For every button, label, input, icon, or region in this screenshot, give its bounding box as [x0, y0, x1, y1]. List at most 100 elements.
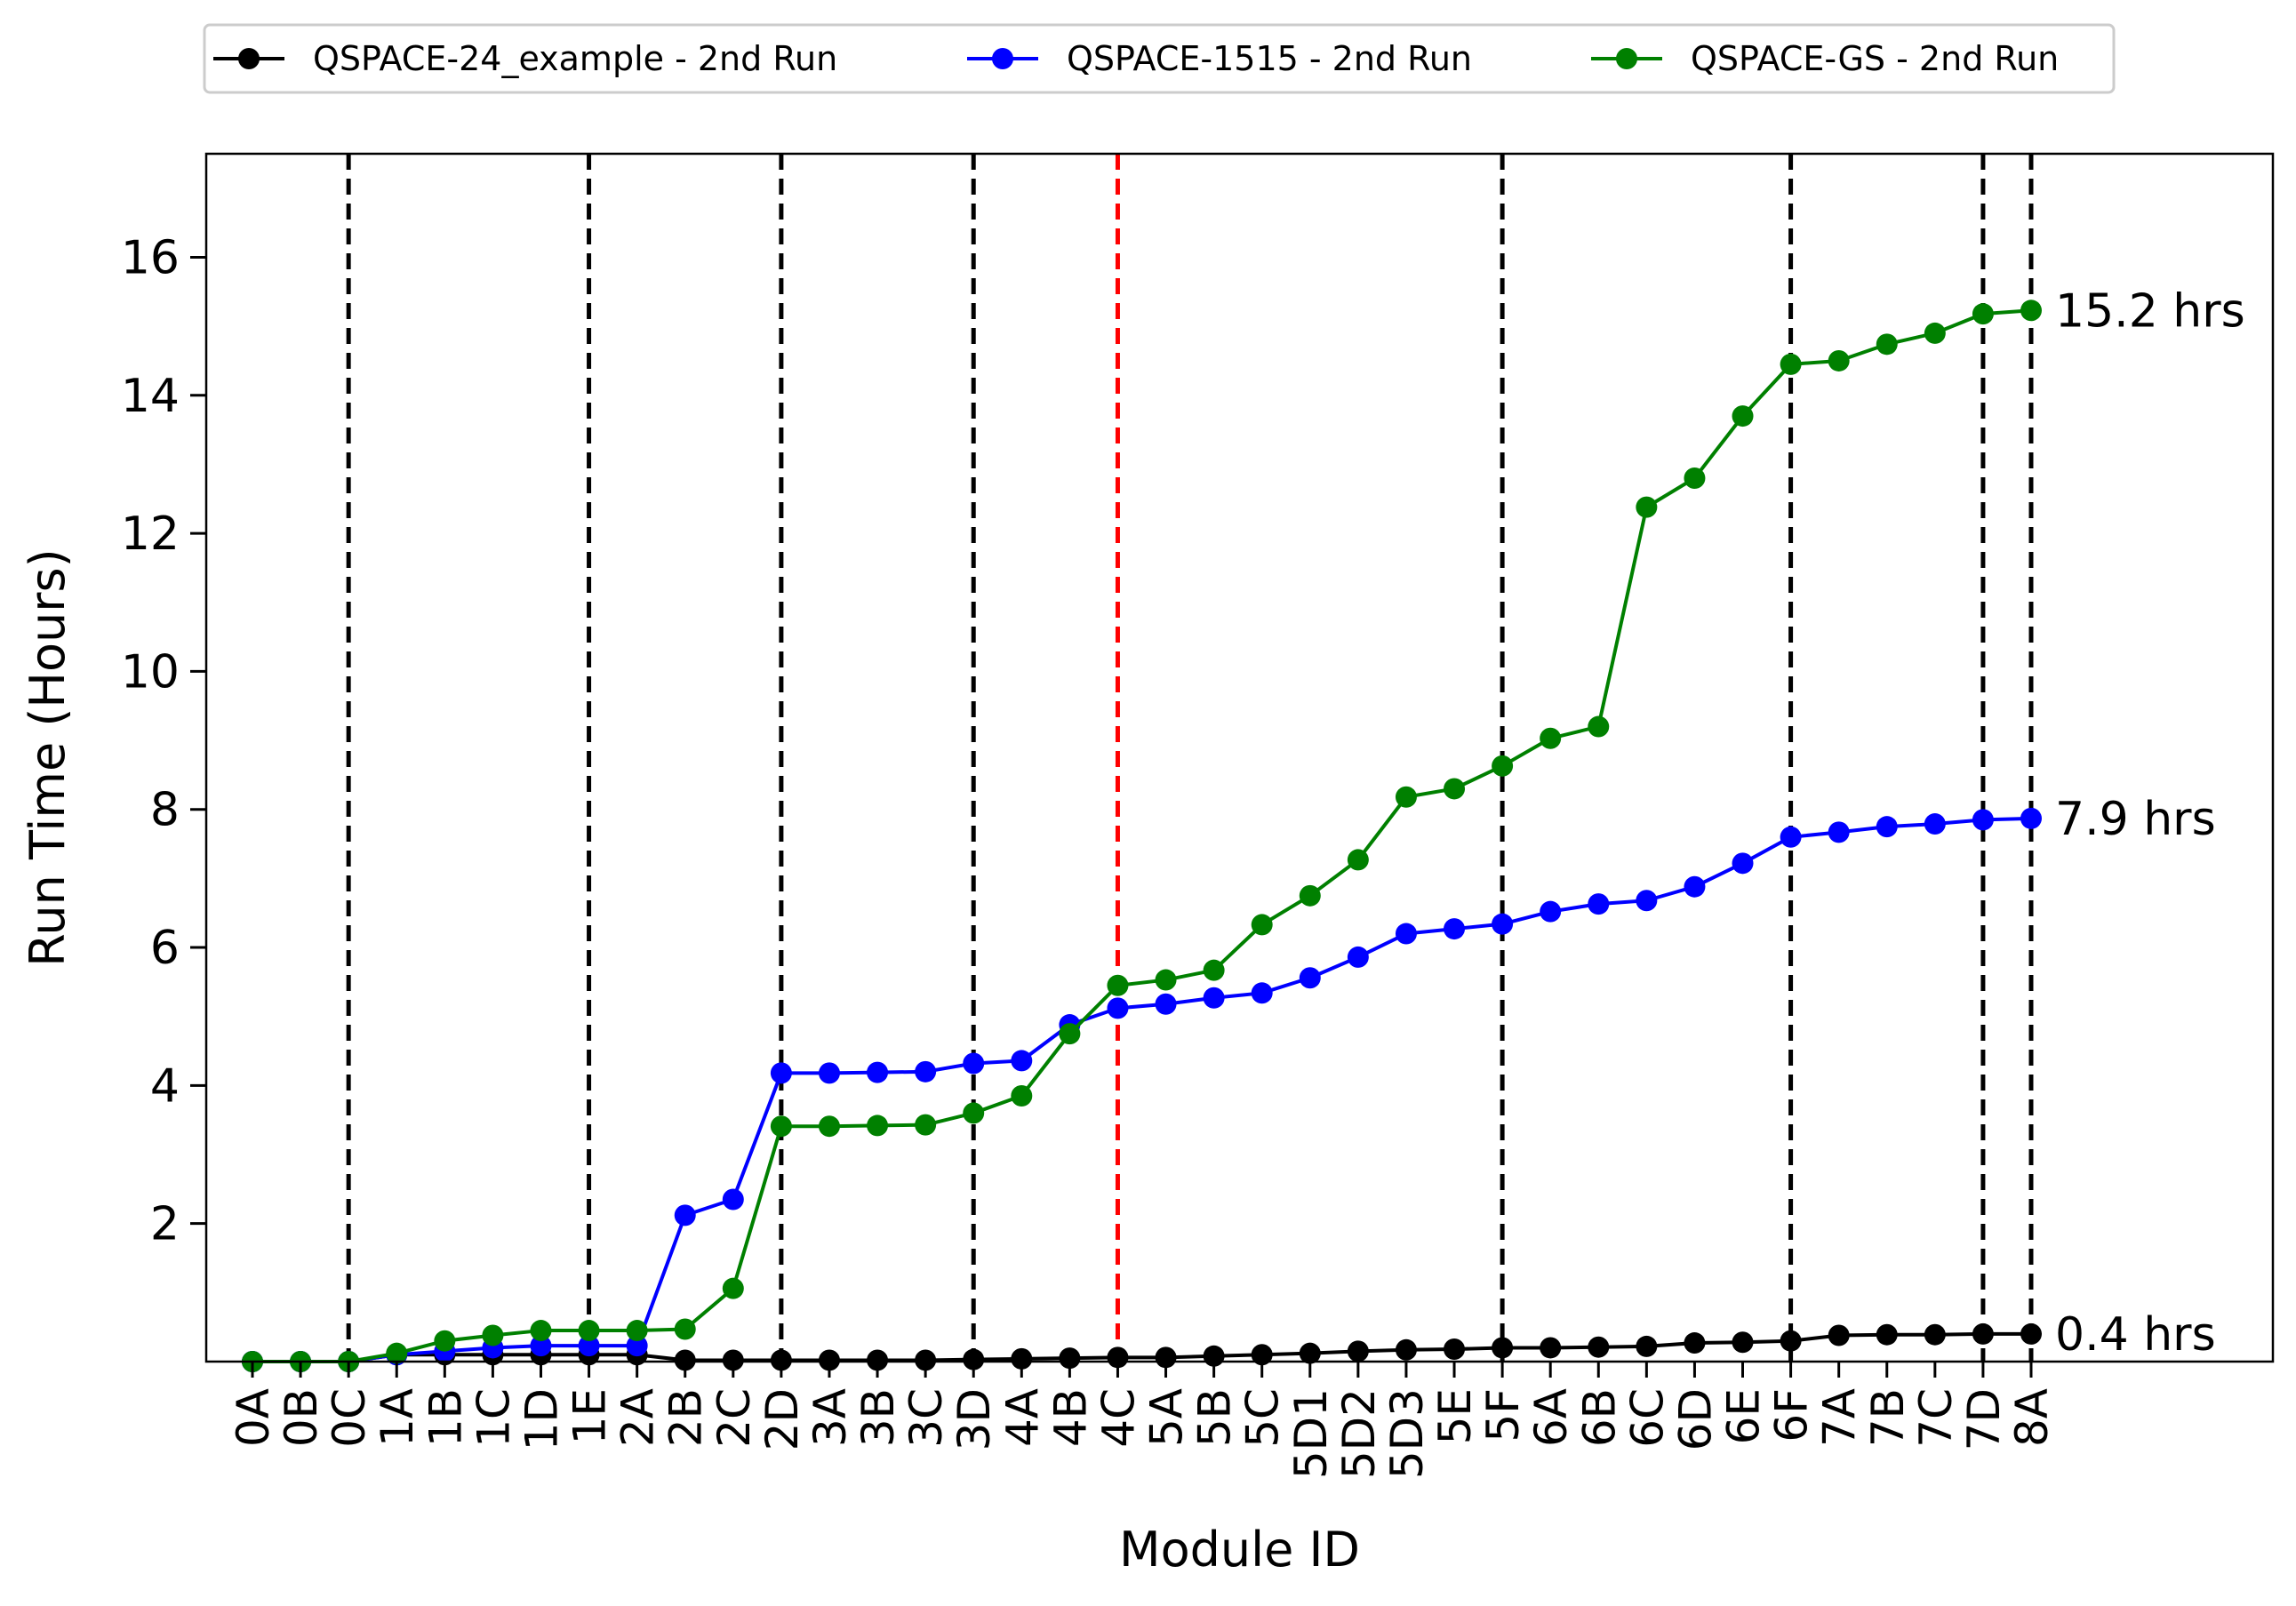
- data-point: [1299, 884, 1321, 907]
- data-point: [770, 1115, 792, 1138]
- plot-frame: [204, 152, 2275, 1363]
- data-point: [2020, 300, 2042, 322]
- x-tick-label: 4A: [996, 1388, 1048, 1447]
- x-tick-label: 5F: [1477, 1388, 1529, 1442]
- data-point: [1155, 1346, 1177, 1369]
- x-tick-label: 2A: [612, 1388, 664, 1447]
- x-axis-label: Module ID: [1119, 1522, 1360, 1578]
- legend: QSPACE-24_example - 2nd Run QSPACE-1515 -…: [203, 23, 2116, 94]
- data-point: [867, 1349, 889, 1371]
- y-tick-label: 6: [150, 922, 180, 975]
- data-point: [963, 1348, 985, 1370]
- x-tick-label: 6E: [1718, 1388, 1770, 1444]
- data-point: [1828, 1324, 1850, 1346]
- data-point: [674, 1318, 696, 1340]
- data-point: [1828, 349, 1850, 372]
- y-axis-label: Run Time (Hours): [20, 548, 76, 966]
- data-point: [1780, 826, 1802, 848]
- x-tick-label: 3A: [804, 1388, 856, 1447]
- data-point: [1540, 727, 1562, 749]
- data-point: [1444, 918, 1466, 940]
- data-point: [1155, 993, 1177, 1015]
- data-point: [386, 1342, 408, 1364]
- legend-entry-3: QSPACE-GS - 2nd Run: [1591, 39, 2059, 78]
- annotations: 15.2 hrs 7.9 hrs 0.4 hrs: [2055, 284, 2245, 1362]
- data-point: [1011, 1050, 1033, 1072]
- y-tick-label: 12: [121, 507, 180, 561]
- data-point: [674, 1349, 696, 1371]
- legend-label: QSPACE-1515 - 2nd Run: [1067, 39, 1472, 78]
- data-point: [1684, 1332, 1706, 1354]
- legend-label: QSPACE-GS - 2nd Run: [1691, 39, 2059, 78]
- x-tick-label: 5B: [1189, 1388, 1241, 1447]
- x-tick-label: 3C: [900, 1388, 952, 1448]
- data-point: [1732, 1331, 1754, 1354]
- data-point: [530, 1335, 552, 1357]
- x-tick-label: 5C: [1237, 1388, 1289, 1448]
- data-point: [1011, 1347, 1033, 1370]
- data-point: [722, 1188, 744, 1210]
- data-point: [2020, 1322, 2042, 1345]
- x-tick-label: 2B: [660, 1388, 712, 1447]
- x-tick-label: 6D: [1669, 1388, 1721, 1450]
- data-point: [1732, 852, 1754, 875]
- data-point: [578, 1320, 600, 1342]
- data-point: [963, 1052, 985, 1075]
- legend-entry-2: QSPACE-1515 - 2nd Run: [967, 39, 1472, 78]
- data-point: [915, 1114, 937, 1136]
- data-point: [1059, 1023, 1081, 1045]
- x-tick-label: 5A: [1141, 1388, 1193, 1447]
- series-group: [242, 300, 2042, 1372]
- data-point: [1876, 816, 1898, 838]
- data-point: [1972, 809, 1994, 831]
- x-tick-label: 7B: [1862, 1388, 1914, 1447]
- data-point: [963, 1102, 985, 1124]
- x-tick-label: 0C: [324, 1388, 375, 1448]
- data-point: [1876, 333, 1898, 356]
- x-tick-label: 2C: [708, 1388, 760, 1448]
- data-point: [1540, 1337, 1562, 1359]
- data-point: [1395, 923, 1417, 945]
- legend-marker: [1616, 48, 1637, 69]
- data-point: [1780, 1330, 1802, 1352]
- data-point: [1924, 1323, 1946, 1346]
- x-tick-label: 6F: [1766, 1388, 1818, 1442]
- x-tick-label: 7A: [1814, 1388, 1866, 1447]
- x-tick-label: 7C: [1910, 1388, 1962, 1448]
- data-point: [1251, 914, 1273, 936]
- data-point: [1684, 875, 1706, 898]
- annotation-label: 7.9 hrs: [2055, 793, 2216, 846]
- data-point: [674, 1204, 696, 1226]
- data-point: [1780, 353, 1802, 375]
- y-axis: 2 4 6 8 10 12 14 16: [121, 231, 206, 1251]
- data-point: [1203, 959, 1225, 981]
- data-point: [1444, 1338, 1466, 1361]
- data-point: [626, 1335, 648, 1357]
- data-point: [1732, 405, 1754, 427]
- x-tick-label: 5D3: [1381, 1388, 1433, 1479]
- legend-marker: [992, 48, 1013, 69]
- series-3: [242, 300, 2042, 1372]
- data-point: [867, 1115, 889, 1137]
- data-point: [1251, 1344, 1273, 1366]
- x-tick-label: 3D: [948, 1388, 1000, 1450]
- y-tick-label: 8: [150, 784, 180, 837]
- series-line: [252, 816, 2032, 1363]
- data-point: [1588, 715, 1610, 738]
- data-point: [434, 1330, 456, 1352]
- data-point: [1684, 467, 1706, 489]
- data-point: [770, 1349, 792, 1371]
- data-point: [1347, 1340, 1369, 1362]
- x-tick-label: 0A: [228, 1388, 279, 1447]
- annotation-label: 15.2 hrs: [2055, 284, 2245, 338]
- y-tick-label: 4: [150, 1059, 180, 1113]
- legend-entry-1: QSPACE-24_example - 2nd Run: [213, 39, 837, 78]
- legend-label: QSPACE-24_example - 2nd Run: [313, 39, 837, 78]
- x-tick-label: 2D: [756, 1388, 808, 1450]
- x-tick-label: 6C: [1621, 1388, 1673, 1448]
- data-point: [1972, 303, 1994, 325]
- data-point: [1155, 969, 1177, 991]
- x-tick-label: 4C: [1092, 1388, 1144, 1448]
- data-point: [1588, 893, 1610, 915]
